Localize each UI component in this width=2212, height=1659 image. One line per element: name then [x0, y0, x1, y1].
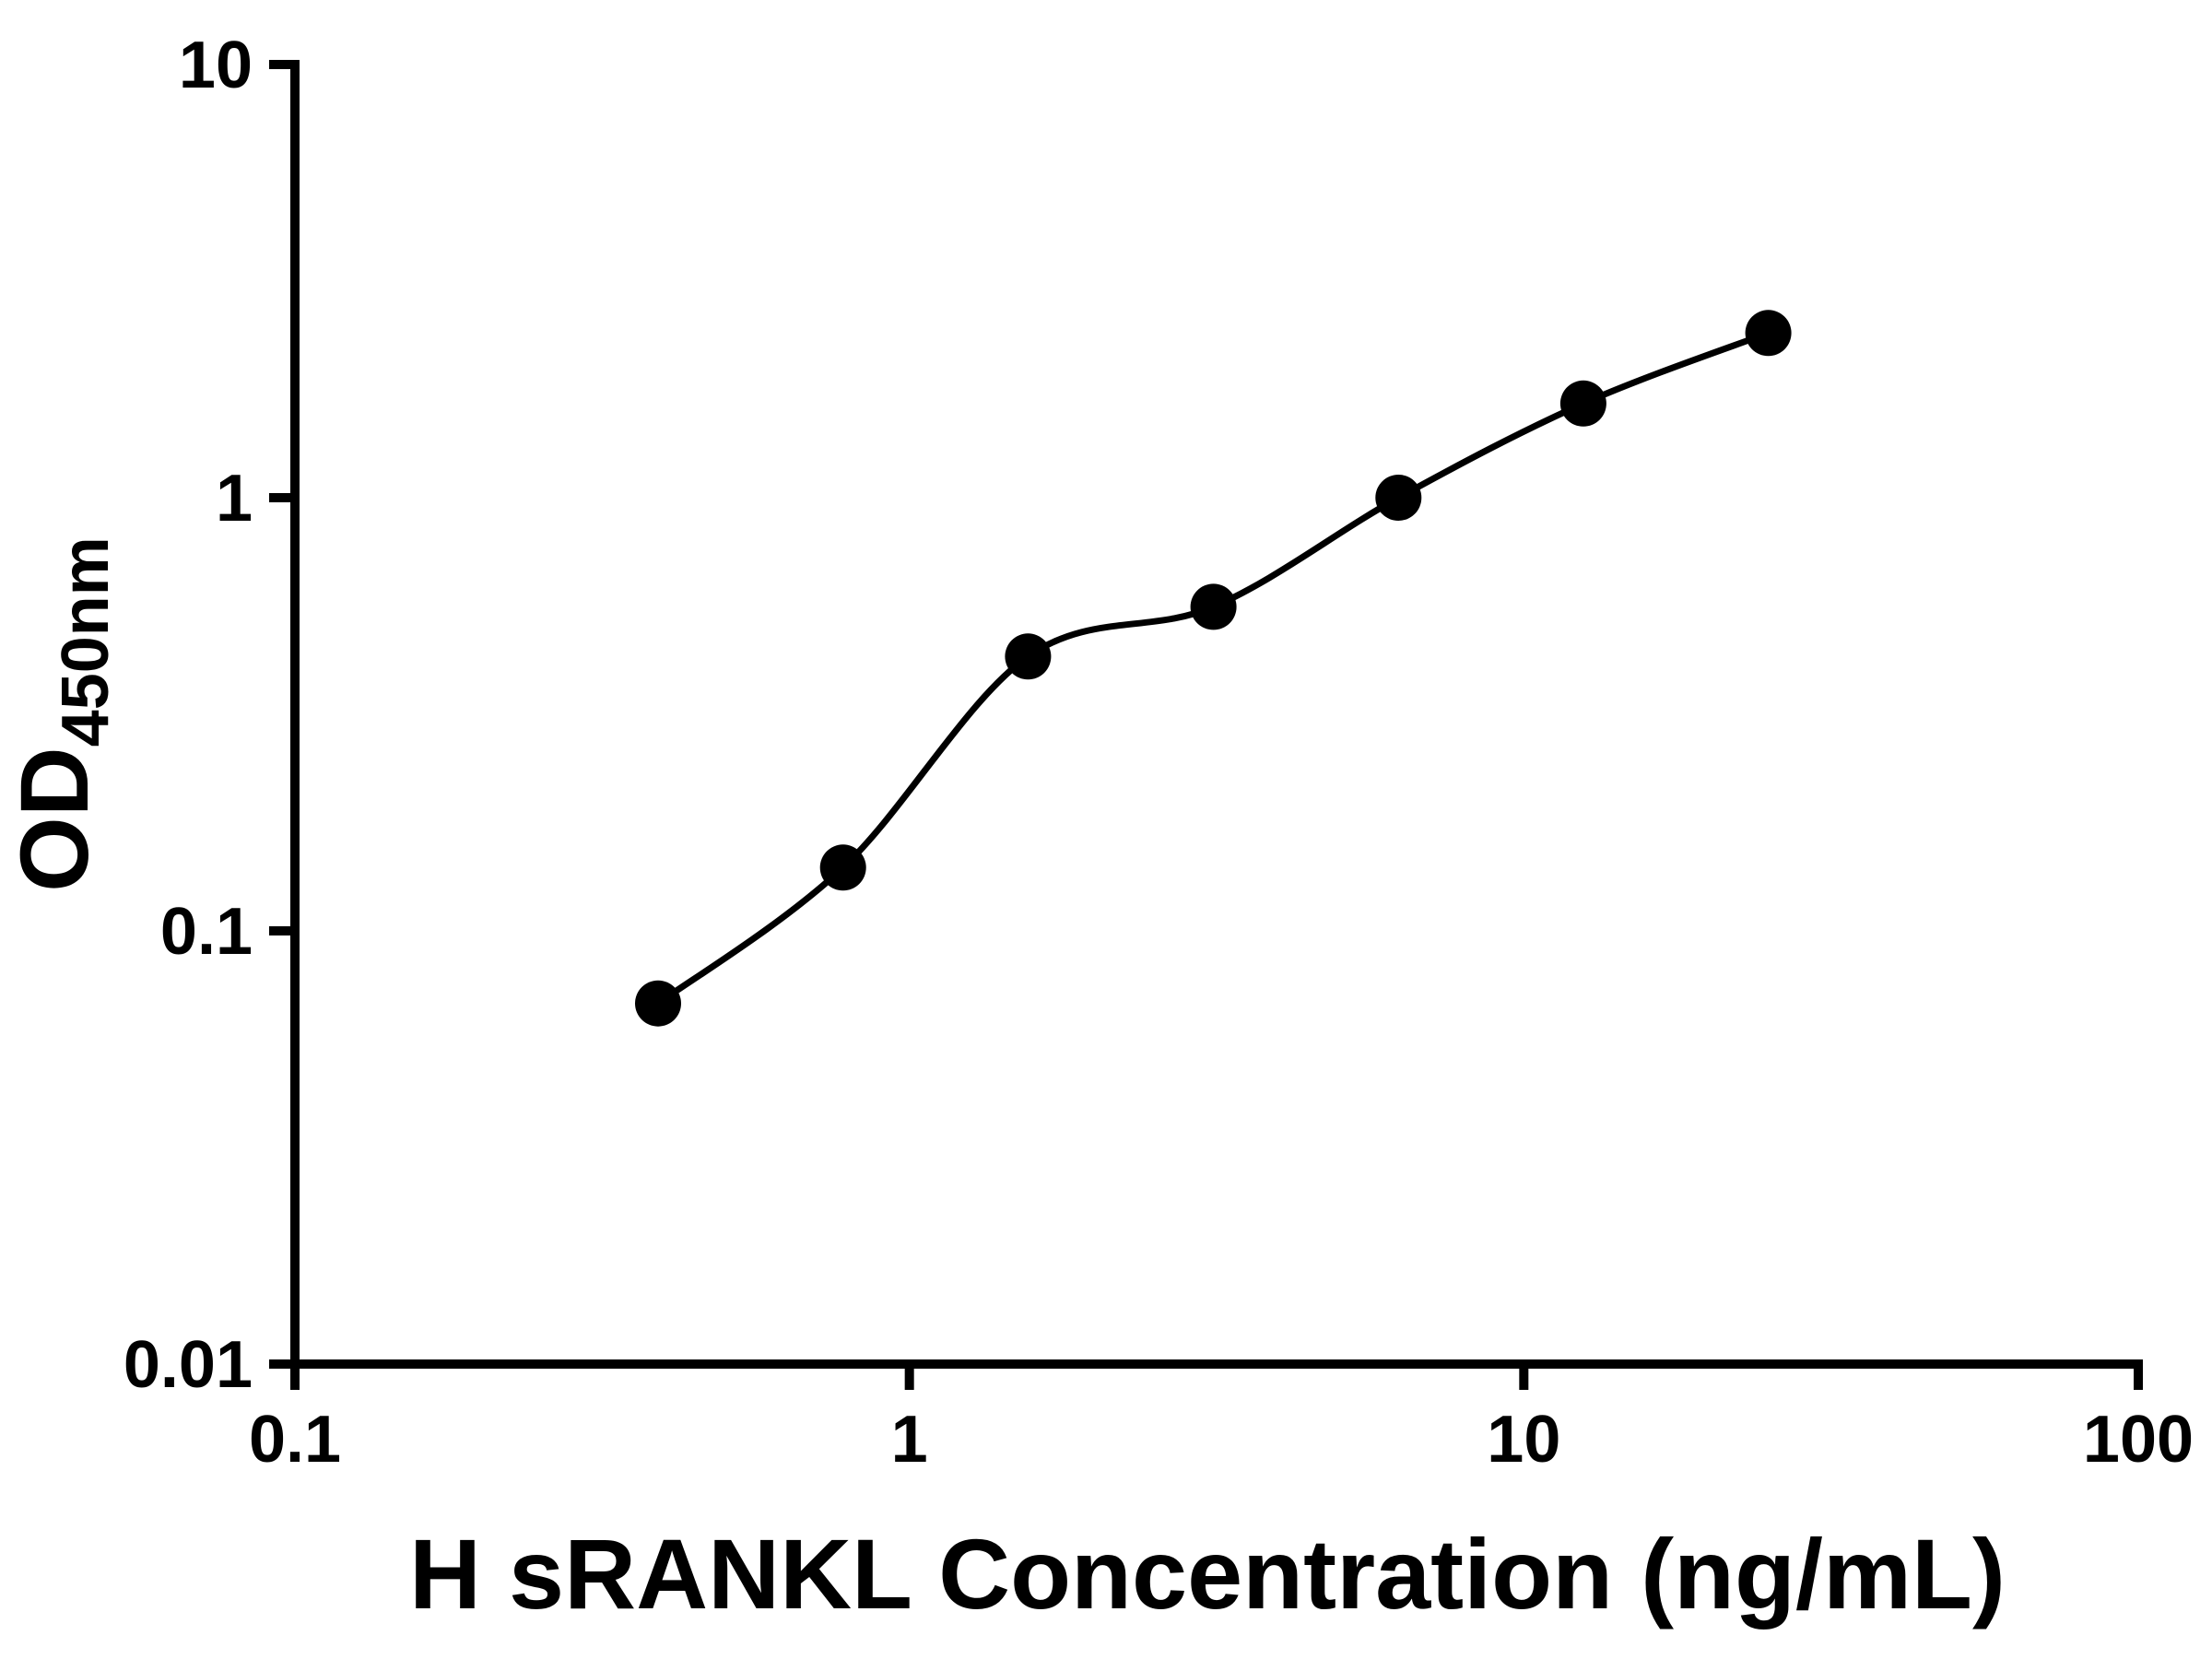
data-point-marker — [819, 844, 866, 891]
data-point-marker — [1190, 583, 1237, 630]
x-axis-title: H sRANKL Concentration (ng/mL) — [409, 1518, 2006, 1630]
data-point-marker — [1559, 380, 1606, 427]
y-tick-label: 10 — [179, 29, 253, 102]
data-point-marker — [1005, 633, 1052, 680]
data-point-marker — [635, 980, 681, 1027]
y-tick-label: 1 — [216, 462, 253, 535]
fit-curve-line — [654, 329, 1772, 1007]
y-axis-title-main: OD — [1, 747, 109, 892]
x-tick-label: 1 — [891, 1403, 928, 1477]
y-tick-label: 0.01 — [124, 1328, 253, 1402]
x-tick-label: 100 — [2083, 1403, 2194, 1477]
data-point-marker — [1375, 475, 1422, 521]
data-point-marker — [1745, 310, 1792, 357]
y-axis-title: OD450nm — [1, 536, 123, 892]
x-tick-label: 10 — [1487, 1403, 1560, 1477]
x-tick-label: 0.1 — [249, 1403, 341, 1477]
y-axis-title-subscript: 450nm — [49, 536, 123, 747]
y-tick-label: 0.1 — [160, 895, 253, 969]
